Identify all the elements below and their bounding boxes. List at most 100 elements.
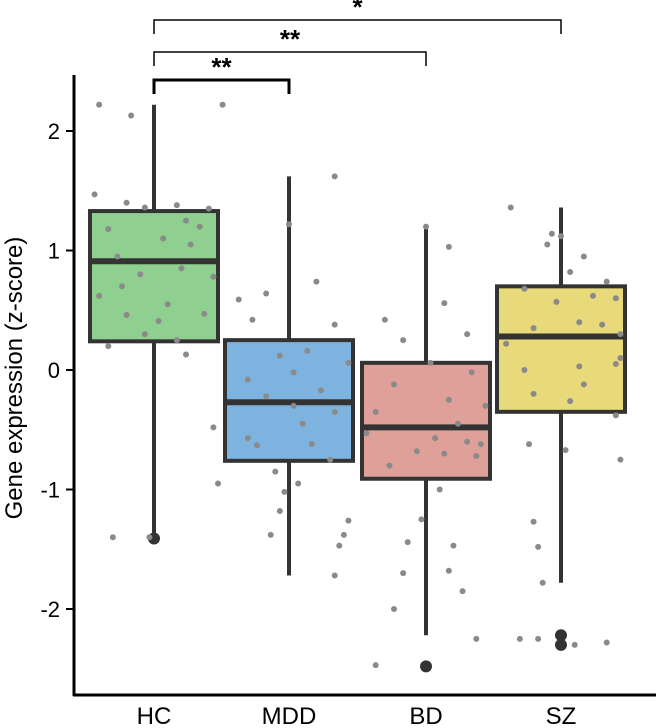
x-tick-label-bd: BD bbox=[409, 703, 442, 728]
data-point-bd bbox=[386, 462, 393, 469]
data-point-sz bbox=[503, 340, 510, 347]
data-point-hc bbox=[123, 312, 130, 319]
data-point-bd bbox=[455, 420, 461, 427]
data-point-mdd bbox=[313, 278, 320, 285]
data-point-mdd bbox=[263, 290, 270, 297]
data-point-mdd bbox=[331, 408, 338, 415]
data-point-bd bbox=[459, 588, 466, 595]
data-point-bd bbox=[445, 243, 452, 250]
data-point-hc bbox=[196, 223, 203, 230]
data-point-hc bbox=[119, 283, 125, 290]
data-point-sz bbox=[526, 441, 532, 448]
data-point-bd bbox=[473, 635, 480, 642]
data-point-hc bbox=[114, 253, 121, 260]
data-point-bd bbox=[391, 381, 397, 388]
data-point-bd bbox=[445, 567, 452, 574]
boxes bbox=[88, 104, 627, 673]
data-point-sz bbox=[558, 233, 564, 240]
data-point-hc bbox=[164, 301, 171, 308]
x-tick-label-mdd: MDD bbox=[262, 703, 317, 728]
axes: HC MDD BD SZ 2 1 0 -1 -2 bbox=[40, 75, 656, 728]
data-point-sz bbox=[617, 456, 624, 463]
data-point-hc bbox=[141, 331, 148, 338]
data-point-sz bbox=[530, 325, 537, 332]
data-point-bd bbox=[372, 662, 379, 669]
data-point-sz bbox=[562, 447, 569, 454]
data-point-mdd bbox=[295, 480, 302, 487]
data-point-mdd bbox=[331, 572, 338, 579]
data-point-bd bbox=[423, 223, 429, 230]
data-point-sz bbox=[567, 269, 574, 276]
significance-label: ** bbox=[211, 52, 232, 82]
data-point-hc bbox=[105, 343, 112, 350]
data-point-mdd bbox=[286, 221, 292, 228]
data-point-bd bbox=[413, 448, 420, 455]
data-point-sz bbox=[576, 319, 583, 326]
data-point-sz bbox=[580, 253, 587, 260]
data-point-hc bbox=[105, 225, 112, 232]
data-point-mdd bbox=[327, 456, 334, 463]
data-point-hc bbox=[205, 205, 212, 212]
data-point-bd bbox=[404, 539, 411, 546]
jitter-points bbox=[91, 101, 624, 669]
data-point-bd bbox=[381, 316, 388, 323]
box-bd bbox=[360, 360, 492, 481]
data-point-bd bbox=[464, 331, 471, 338]
data-point-sz bbox=[539, 579, 546, 586]
data-point-sz bbox=[535, 543, 542, 550]
data-point-mdd bbox=[276, 352, 283, 359]
data-point-sz bbox=[507, 204, 514, 211]
significance-bracket bbox=[153, 51, 427, 66]
data-point-bd bbox=[473, 453, 480, 460]
data-point-hc bbox=[137, 271, 144, 278]
data-point-bd bbox=[436, 486, 443, 493]
data-point-hc bbox=[123, 199, 130, 206]
data-point-sz bbox=[576, 363, 583, 370]
data-point-hc bbox=[183, 217, 189, 224]
data-point-sz bbox=[617, 331, 624, 338]
data-point-mdd bbox=[308, 441, 315, 448]
x-tick-label-hc: HC bbox=[137, 703, 172, 728]
data-point-sz bbox=[553, 298, 560, 305]
data-point-mdd bbox=[331, 173, 338, 180]
data-point-hc bbox=[160, 235, 167, 242]
data-point-hc bbox=[178, 265, 185, 272]
y-tick-label: -2 bbox=[40, 597, 60, 622]
data-point-bd bbox=[477, 441, 484, 448]
significance-bracket bbox=[153, 19, 562, 34]
data-point-hc bbox=[219, 101, 226, 108]
data-point-sz bbox=[590, 292, 596, 299]
data-point-mdd bbox=[276, 508, 283, 515]
data-point-bd bbox=[418, 516, 425, 523]
data-point-hc bbox=[201, 310, 208, 317]
data-point-sz bbox=[580, 381, 587, 388]
data-point-sz bbox=[530, 390, 537, 397]
data-point-bd bbox=[441, 450, 448, 457]
y-axis-title: Gene expression (z-score) bbox=[1, 237, 28, 520]
data-point-mdd bbox=[345, 359, 352, 366]
box-sz bbox=[495, 284, 627, 414]
data-point-hc bbox=[109, 534, 116, 541]
significance-label: * bbox=[352, 0, 363, 22]
data-point-sz bbox=[521, 367, 528, 373]
data-point-sz bbox=[612, 361, 619, 368]
data-point-mdd bbox=[281, 488, 288, 495]
data-point-hc bbox=[96, 292, 103, 299]
data-point-hc bbox=[187, 241, 194, 248]
data-point-mdd bbox=[290, 402, 297, 409]
data-point-sz bbox=[544, 241, 551, 248]
data-point-hc bbox=[155, 318, 162, 325]
data-point-hc bbox=[215, 480, 221, 487]
data-point-sz bbox=[603, 639, 610, 646]
significance-brackets: ***** bbox=[152, 0, 562, 94]
data-point-bd bbox=[363, 430, 370, 437]
data-point-hc bbox=[210, 424, 217, 431]
data-point-mdd bbox=[249, 316, 256, 323]
data-point-hc bbox=[91, 191, 98, 198]
data-point-mdd bbox=[267, 531, 274, 538]
significance-label: ** bbox=[280, 24, 301, 54]
data-point-bd bbox=[400, 337, 407, 344]
y-tick-label: 1 bbox=[48, 239, 60, 264]
x-tick-label-sz: SZ bbox=[546, 703, 577, 728]
data-point-mdd bbox=[318, 387, 324, 394]
